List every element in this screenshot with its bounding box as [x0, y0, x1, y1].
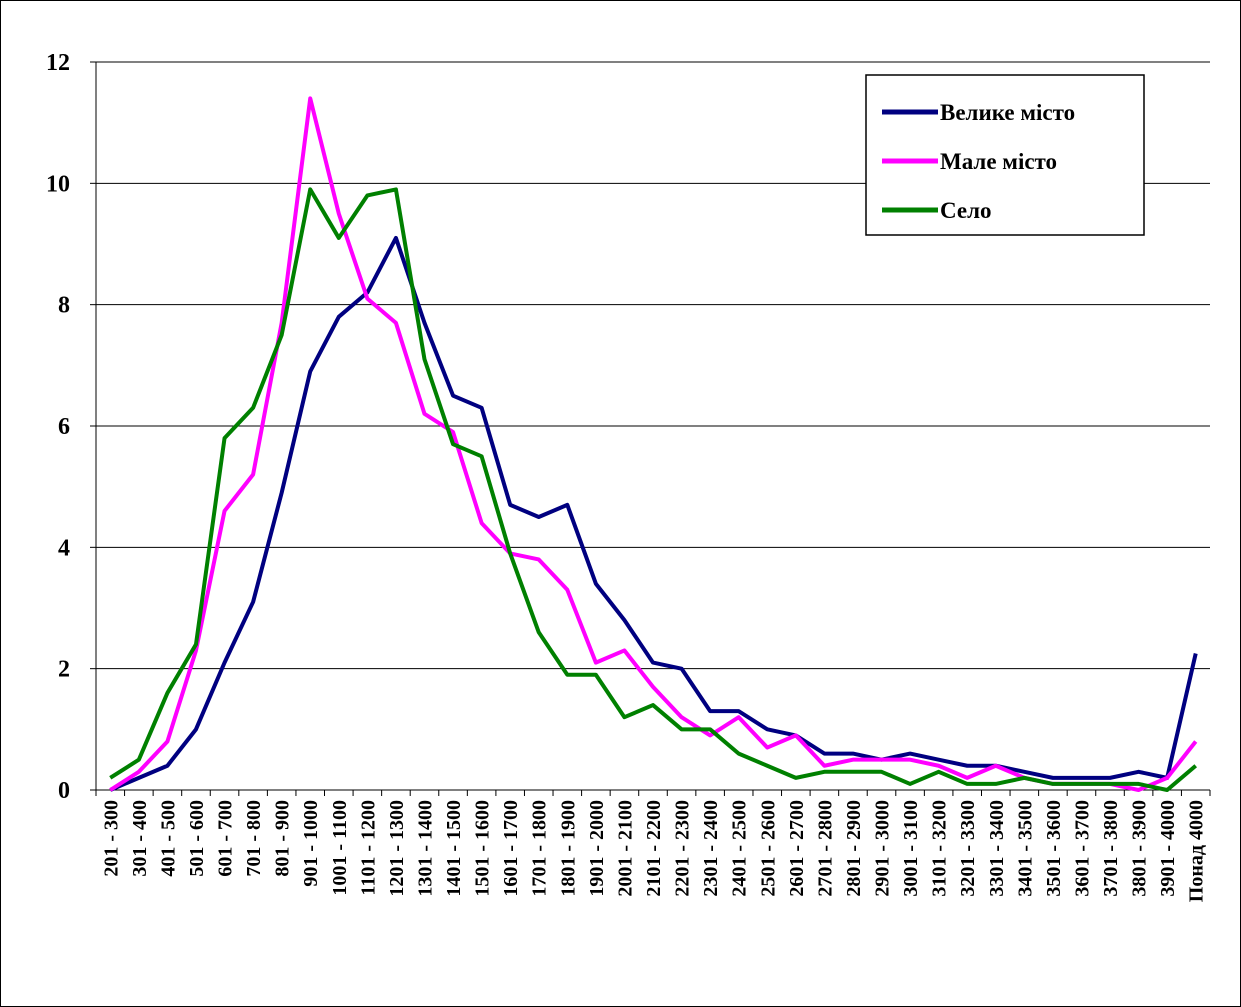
x-tick-label: 901 - 1000 [300, 800, 322, 887]
series-line [109, 96, 1198, 792]
x-tick-label: 701 - 800 [243, 800, 265, 877]
y-tick-label: 12 [46, 50, 70, 76]
x-tick-label: 1401 - 1500 [443, 800, 465, 897]
x-tick-label: 2501 - 2600 [757, 800, 779, 897]
x-tick-label: 3501 - 3600 [1043, 800, 1065, 897]
x-tick-label: 1701 - 1800 [529, 800, 551, 897]
x-tick-label: 2201 - 2300 [672, 800, 694, 897]
x-tick-label: 3901 - 4000 [1157, 800, 1179, 897]
x-tick-label: 1601 - 1700 [500, 800, 522, 897]
x-tick-label: 2901 - 3000 [872, 800, 894, 897]
x-tick-label: 3301 - 3400 [986, 800, 1008, 897]
x-tick-label: 2801 - 2900 [843, 800, 865, 897]
x-tick-label: 1101 - 1200 [357, 800, 379, 896]
x-tick-label: 1501 - 1600 [472, 800, 494, 897]
x-tick-label: 3001 - 3100 [900, 800, 922, 897]
x-tick-label: 3101 - 3200 [929, 800, 951, 897]
x-tick-label: 1301 - 1400 [414, 800, 436, 897]
x-tick-label: 3201 - 3300 [957, 800, 979, 897]
y-tick-label: 4 [58, 535, 70, 561]
legend-label: Велике місто [940, 100, 1075, 125]
x-tick-label: 2601 - 2700 [786, 800, 808, 897]
x-tick-label: 2001 - 2100 [614, 800, 636, 897]
x-tick-label: 2301 - 2400 [700, 800, 722, 897]
x-tick-label: 601 - 700 [215, 800, 237, 877]
series-line [109, 187, 1198, 792]
x-tick-label: 301 - 400 [129, 800, 151, 877]
x-tick-label: 3601 - 3700 [1071, 800, 1093, 897]
x-tick-label: 801 - 900 [272, 800, 294, 877]
x-tick-label: Понад 4000 [1186, 800, 1208, 902]
x-tick-label: 401 - 500 [157, 800, 179, 877]
x-tick-label: 1901 - 2000 [586, 800, 608, 897]
x-tick-label: 1201 - 1300 [386, 800, 408, 897]
x-tick-label: 501 - 600 [186, 800, 208, 877]
series-line [109, 235, 1198, 792]
legend-label: Мале місто [940, 149, 1057, 174]
y-tick-label: 10 [46, 171, 70, 197]
x-tick-label: 1001 - 1100 [329, 800, 351, 896]
x-tick-label: 2101 - 2200 [643, 800, 665, 897]
x-tick-label: 3801 - 3900 [1129, 800, 1151, 897]
legend-label: Село [940, 198, 992, 223]
x-tick-label: 2401 - 2500 [729, 800, 751, 897]
x-tick-label: 201 - 300 [100, 800, 122, 877]
y-tick-label: 0 [58, 778, 70, 804]
y-tick-label: 6 [58, 414, 70, 440]
x-tick-label: 1801 - 1900 [557, 800, 579, 897]
y-tick-label: 8 [58, 293, 70, 319]
x-tick-label: 3401 - 3500 [1014, 800, 1036, 897]
x-tick-label: 2701 - 2800 [814, 800, 836, 897]
x-tick-label: 3701 - 3800 [1100, 800, 1122, 897]
y-tick-label: 2 [58, 657, 70, 683]
